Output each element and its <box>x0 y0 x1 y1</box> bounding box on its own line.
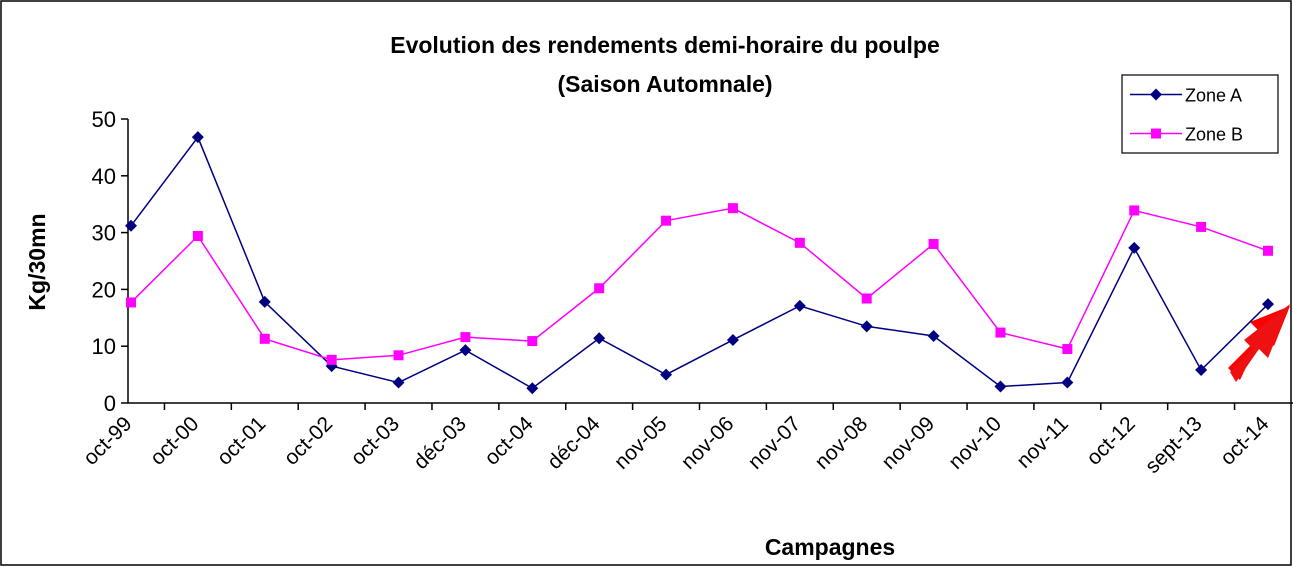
point <box>793 299 806 312</box>
chart-subtitle: (Saison Automnale) <box>557 71 772 97</box>
point <box>1128 241 1141 254</box>
point <box>1061 376 1074 389</box>
point <box>392 376 405 389</box>
point <box>526 382 539 395</box>
legend-box <box>1121 74 1279 154</box>
point <box>393 350 404 361</box>
point <box>861 293 872 304</box>
point <box>794 237 805 248</box>
chart-title: Evolution des rendements demi-horaire du… <box>390 32 940 58</box>
point <box>1062 344 1073 355</box>
point <box>661 215 672 226</box>
point <box>259 333 270 344</box>
point <box>1263 245 1273 256</box>
point <box>527 336 538 347</box>
y-tick-label: 50 <box>92 107 116 132</box>
y-tick-label: 20 <box>92 277 116 302</box>
x-axis-label: Campagnes <box>765 534 895 560</box>
point <box>191 131 204 144</box>
legend-marker <box>1150 88 1162 101</box>
red-arrow-head <box>1230 304 1290 382</box>
legend-label: Zone B <box>1185 125 1243 145</box>
point <box>126 297 136 308</box>
y-tick-label: 0 <box>104 391 116 416</box>
point <box>1195 364 1208 377</box>
point <box>192 231 203 242</box>
point <box>258 295 271 308</box>
point <box>1196 221 1207 232</box>
point <box>460 332 471 343</box>
point <box>1129 205 1140 216</box>
point <box>995 327 1006 338</box>
point <box>125 219 137 232</box>
point <box>593 332 606 345</box>
point <box>1262 298 1274 311</box>
y-tick-label: 40 <box>92 164 116 189</box>
y-tick-label: 30 <box>92 221 116 246</box>
y-tick-label: 10 <box>92 334 116 359</box>
point <box>928 238 939 249</box>
point <box>994 380 1007 393</box>
point <box>726 333 739 346</box>
point <box>594 283 605 294</box>
legend-marker <box>1151 128 1161 139</box>
y-axis-label: Kg/30mn <box>24 213 50 310</box>
legend-label: Zone A <box>1185 86 1242 106</box>
point <box>860 320 873 333</box>
series-line <box>130 135 1269 390</box>
point <box>660 368 673 381</box>
point <box>927 329 940 342</box>
series-line <box>130 207 1269 361</box>
point <box>326 354 337 365</box>
point <box>727 203 738 214</box>
point <box>459 344 472 357</box>
